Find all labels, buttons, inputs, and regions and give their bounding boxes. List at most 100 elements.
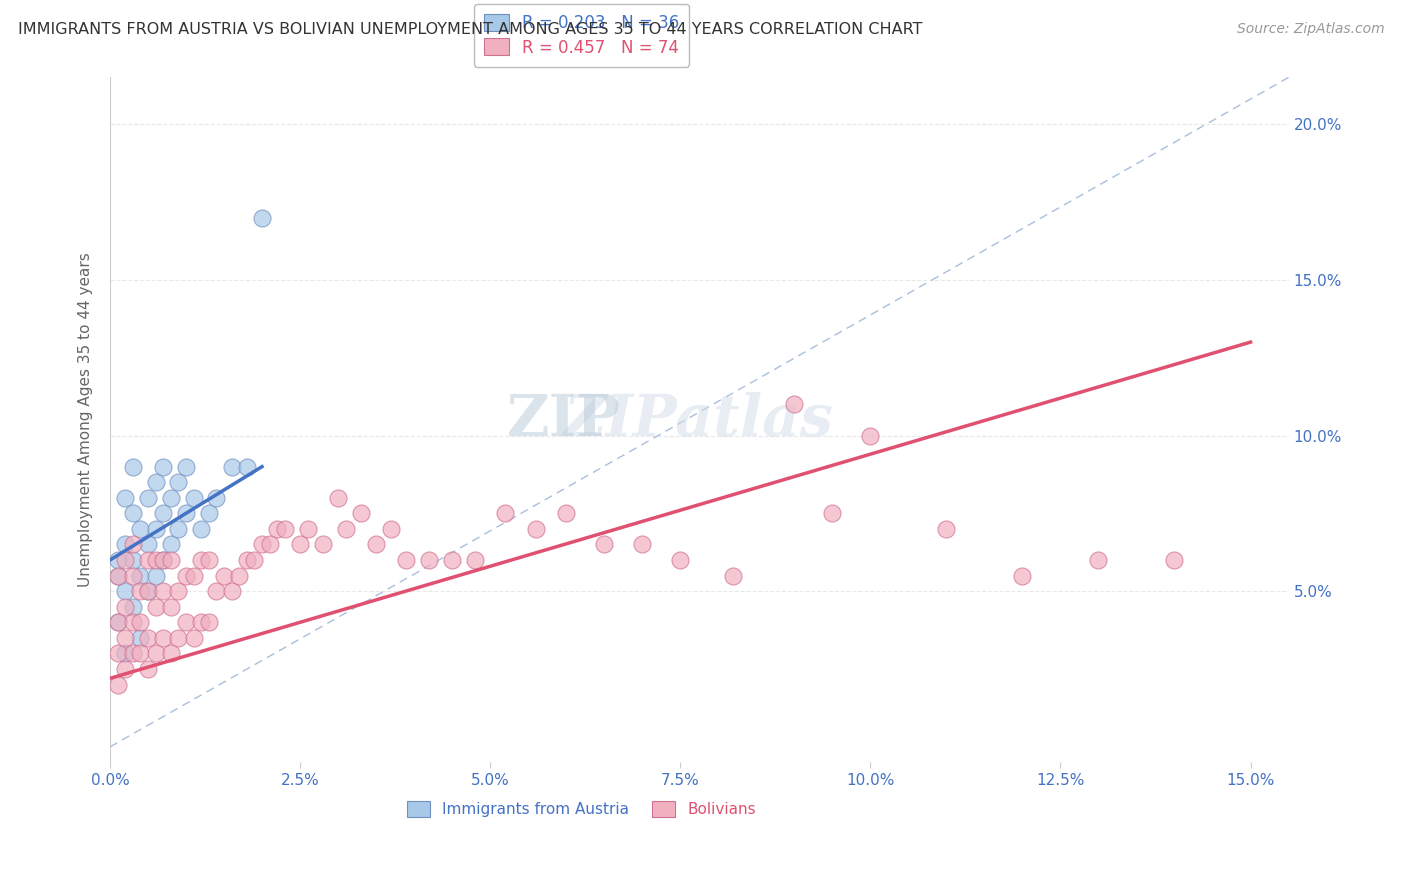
Point bbox=[159, 553, 181, 567]
Point bbox=[129, 522, 152, 536]
Point bbox=[121, 459, 143, 474]
Point bbox=[236, 553, 259, 567]
Point bbox=[121, 615, 143, 630]
Point bbox=[174, 459, 197, 474]
Point bbox=[190, 522, 212, 536]
Point bbox=[152, 553, 174, 567]
Point bbox=[464, 553, 486, 567]
Point bbox=[1087, 553, 1109, 567]
Point bbox=[152, 584, 174, 599]
Point bbox=[236, 459, 259, 474]
Point bbox=[159, 599, 181, 614]
Point bbox=[859, 428, 882, 442]
Point bbox=[1163, 553, 1185, 567]
Point bbox=[145, 568, 167, 582]
Point bbox=[107, 568, 129, 582]
Point bbox=[197, 615, 219, 630]
Point bbox=[145, 647, 167, 661]
Text: Source: ZipAtlas.com: Source: ZipAtlas.com bbox=[1237, 22, 1385, 37]
Point bbox=[326, 491, 349, 505]
Point bbox=[107, 568, 129, 582]
Point bbox=[114, 553, 136, 567]
Point bbox=[312, 537, 335, 551]
Point bbox=[259, 537, 281, 551]
Point bbox=[152, 631, 174, 645]
Point bbox=[129, 631, 152, 645]
Point bbox=[129, 615, 152, 630]
Point bbox=[250, 211, 273, 225]
Point bbox=[114, 537, 136, 551]
Point bbox=[129, 568, 152, 582]
Point bbox=[183, 568, 205, 582]
Point bbox=[783, 397, 806, 411]
Point bbox=[145, 553, 167, 567]
Point bbox=[114, 584, 136, 599]
Point bbox=[145, 522, 167, 536]
Point bbox=[631, 537, 654, 551]
Point bbox=[107, 553, 129, 567]
Point bbox=[167, 522, 190, 536]
Point bbox=[197, 553, 219, 567]
Point bbox=[274, 522, 297, 536]
Point bbox=[114, 662, 136, 676]
Text: ZIPatlas: ZIPatlas bbox=[564, 392, 834, 448]
Point bbox=[114, 631, 136, 645]
Point bbox=[593, 537, 616, 551]
Point bbox=[288, 537, 311, 551]
Point bbox=[107, 615, 129, 630]
Point bbox=[174, 615, 197, 630]
Point bbox=[159, 537, 181, 551]
Point bbox=[297, 522, 319, 536]
Point bbox=[136, 662, 159, 676]
Point bbox=[152, 459, 174, 474]
Point bbox=[205, 491, 228, 505]
Point bbox=[350, 506, 373, 520]
Point bbox=[121, 553, 143, 567]
Legend: Immigrants from Austria, Bolivians: Immigrants from Austria, Bolivians bbox=[401, 795, 762, 823]
Point bbox=[183, 491, 205, 505]
Point bbox=[136, 584, 159, 599]
Point bbox=[364, 537, 387, 551]
Point bbox=[243, 553, 266, 567]
Point bbox=[121, 537, 143, 551]
Point bbox=[145, 599, 167, 614]
Point bbox=[441, 553, 464, 567]
Point bbox=[183, 631, 205, 645]
Point bbox=[1011, 568, 1033, 582]
Text: ZIP: ZIP bbox=[506, 392, 620, 448]
Point bbox=[190, 553, 212, 567]
Point bbox=[266, 522, 288, 536]
Point bbox=[121, 568, 143, 582]
Point bbox=[121, 506, 143, 520]
Point bbox=[167, 631, 190, 645]
Point bbox=[555, 506, 578, 520]
Point bbox=[174, 506, 197, 520]
Point bbox=[107, 677, 129, 691]
Point bbox=[114, 491, 136, 505]
Point bbox=[121, 647, 143, 661]
Point bbox=[114, 599, 136, 614]
Point bbox=[107, 615, 129, 630]
Point bbox=[114, 647, 136, 661]
Point bbox=[205, 584, 228, 599]
Point bbox=[669, 553, 692, 567]
Point bbox=[145, 475, 167, 490]
Point bbox=[152, 553, 174, 567]
Point bbox=[821, 506, 844, 520]
Point bbox=[136, 631, 159, 645]
Point bbox=[250, 537, 273, 551]
Point bbox=[221, 584, 243, 599]
Point bbox=[159, 491, 181, 505]
Point bbox=[152, 506, 174, 520]
Point bbox=[136, 537, 159, 551]
Point bbox=[129, 647, 152, 661]
Point bbox=[167, 584, 190, 599]
Point bbox=[418, 553, 440, 567]
Point bbox=[395, 553, 418, 567]
Point bbox=[129, 584, 152, 599]
Point bbox=[167, 475, 190, 490]
Text: IMMIGRANTS FROM AUSTRIA VS BOLIVIAN UNEMPLOYMENT AMONG AGES 35 TO 44 YEARS CORRE: IMMIGRANTS FROM AUSTRIA VS BOLIVIAN UNEM… bbox=[18, 22, 922, 37]
Point bbox=[228, 568, 250, 582]
Point bbox=[136, 553, 159, 567]
Point bbox=[935, 522, 957, 536]
